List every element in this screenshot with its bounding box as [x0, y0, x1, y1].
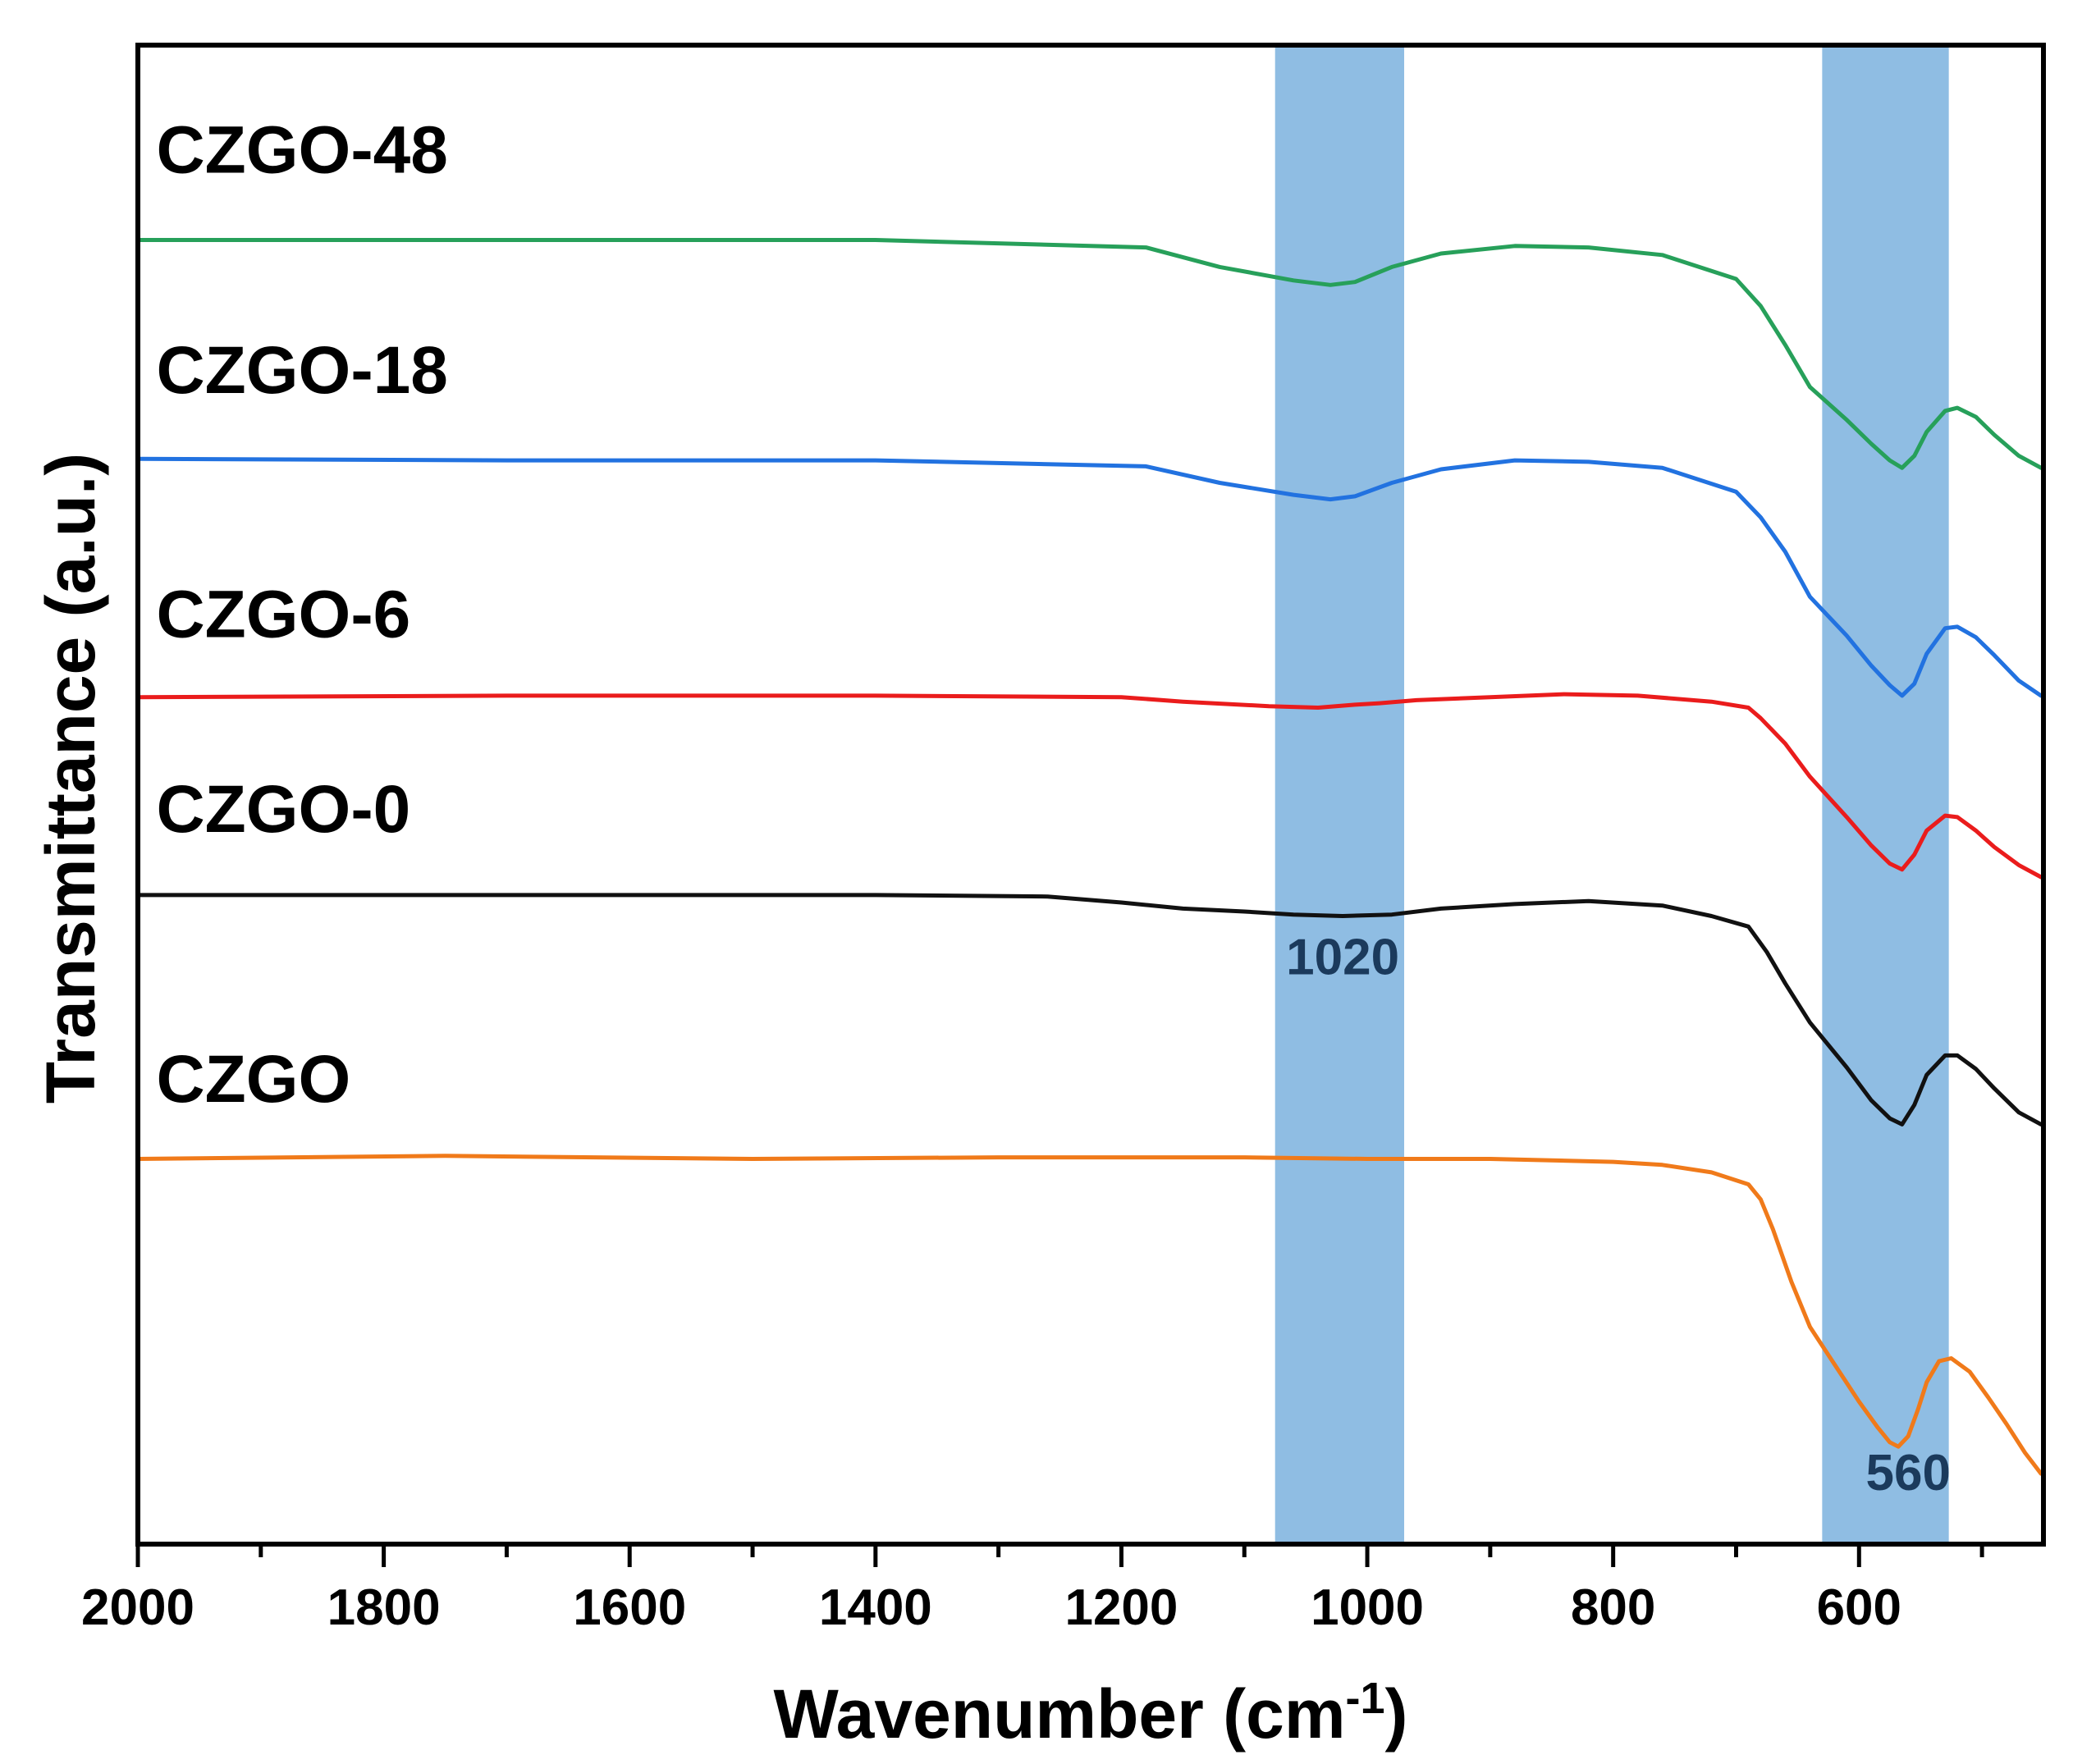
series-line-czgo-6 [135, 692, 2043, 880]
x-tick-label: 1400 [819, 1579, 932, 1636]
x-tick-label: 1000 [1311, 1579, 1424, 1636]
band-label-1020: 1020 [1286, 930, 1399, 986]
x-tick-label: 1800 [327, 1579, 441, 1636]
band-labels: 1020 560 [1286, 930, 1951, 1501]
series-line-czgo-48 [135, 238, 2043, 470]
series-line-czgo [135, 1154, 2043, 1476]
series-line-czgo-0 [135, 893, 2043, 1126]
series-labels: CZGO-48 CZGO-18 CZGO-6 CZGO-0 CZGO [156, 112, 447, 1117]
x-axis-title: Wavenumber (cm-1) [773, 1674, 1407, 1753]
series-lines [135, 238, 2043, 1476]
highlight-bands [1274, 45, 1949, 1544]
series-line-czgo-18 [135, 456, 2043, 698]
x-tick-label: 800 [1571, 1579, 1655, 1636]
plot-frame [135, 43, 2046, 1547]
x-tick-label: 600 [1817, 1579, 1901, 1636]
series-label-czgo-6: CZGO-6 [156, 578, 410, 652]
series-label-czgo-48: CZGO-48 [156, 112, 447, 187]
series-label-czgo-18: CZGO-18 [156, 333, 447, 408]
x-tick-label: 1600 [573, 1579, 686, 1636]
series-label-czgo: CZGO [156, 1042, 350, 1117]
x-tick-label: 1200 [1064, 1579, 1178, 1636]
highlight-band-560 [1822, 45, 1949, 1544]
highlight-band-1020 [1274, 45, 1405, 1544]
y-axis-title: Transmittance (a.u.) [32, 453, 109, 1104]
series-label-czgo-0: CZGO-0 [156, 772, 410, 847]
x-axis-ticks: 2000 1800 1600 1400 1200 1000 800 600 [81, 1544, 1984, 1636]
band-label-560: 560 [1865, 1445, 1950, 1501]
x-tick-label: 2000 [81, 1579, 194, 1636]
